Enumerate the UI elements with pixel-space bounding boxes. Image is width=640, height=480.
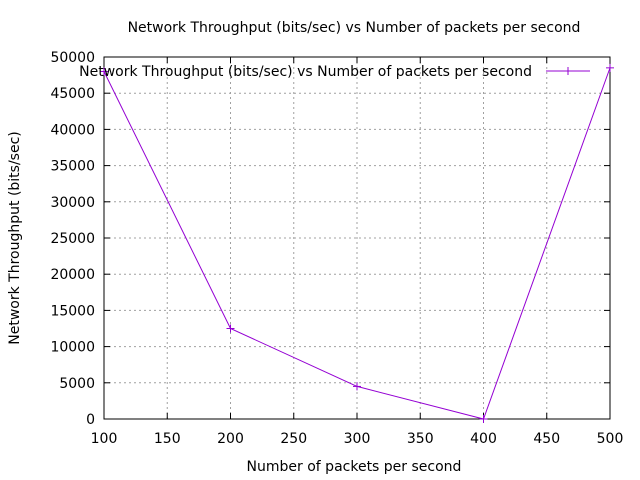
x-tick-label: 350 [407,431,434,447]
chart-title: Network Throughput (bits/sec) vs Number … [128,20,581,36]
data-point [606,63,614,72]
y-tick-label: 10000 [50,340,95,356]
legend: Network Throughput (bits/sec) vs Number … [79,64,590,80]
y-tick-label: 50000 [50,50,95,66]
x-tick-label: 250 [280,431,307,447]
x-tick-label: 500 [597,431,624,447]
data-point [100,67,108,76]
x-tick-label: 300 [344,431,371,447]
y-axis-title: Network Throughput (bits/sec) [7,131,23,344]
y-tick-label: 20000 [50,267,95,283]
y-tick-label: 45000 [50,86,95,102]
x-tick-label: 100 [91,431,118,447]
y-tick-label: 35000 [50,159,95,175]
x-tick-label: 200 [217,431,244,447]
x-tick-label: 150 [154,431,181,447]
data-point [353,382,361,391]
data-point [479,415,488,423]
data-point [226,324,235,333]
legend-marker [564,67,572,75]
x-tick-label: 400 [470,431,497,447]
grid [104,57,610,419]
y-tick-label: 0 [86,412,95,428]
y-tick-label: 5000 [59,376,95,392]
series-layer [100,63,614,423]
y-tick-label: 15000 [50,303,95,319]
y-tick-label: 30000 [50,195,95,211]
legend-label: Network Throughput (bits/sec) vs Number … [79,64,532,80]
x-axis-title: Number of packets per second [247,459,462,475]
y-tick-label: 25000 [50,231,95,247]
y-ticks: 0 5000 10000 15000 20000 25000 30000 35000 40000… [50,50,610,428]
y-tick-label: 40000 [50,122,95,138]
x-ticks: 100 150 200 250 300 350 400 450 500 [91,57,624,447]
x-tick-label: 450 [533,431,560,447]
